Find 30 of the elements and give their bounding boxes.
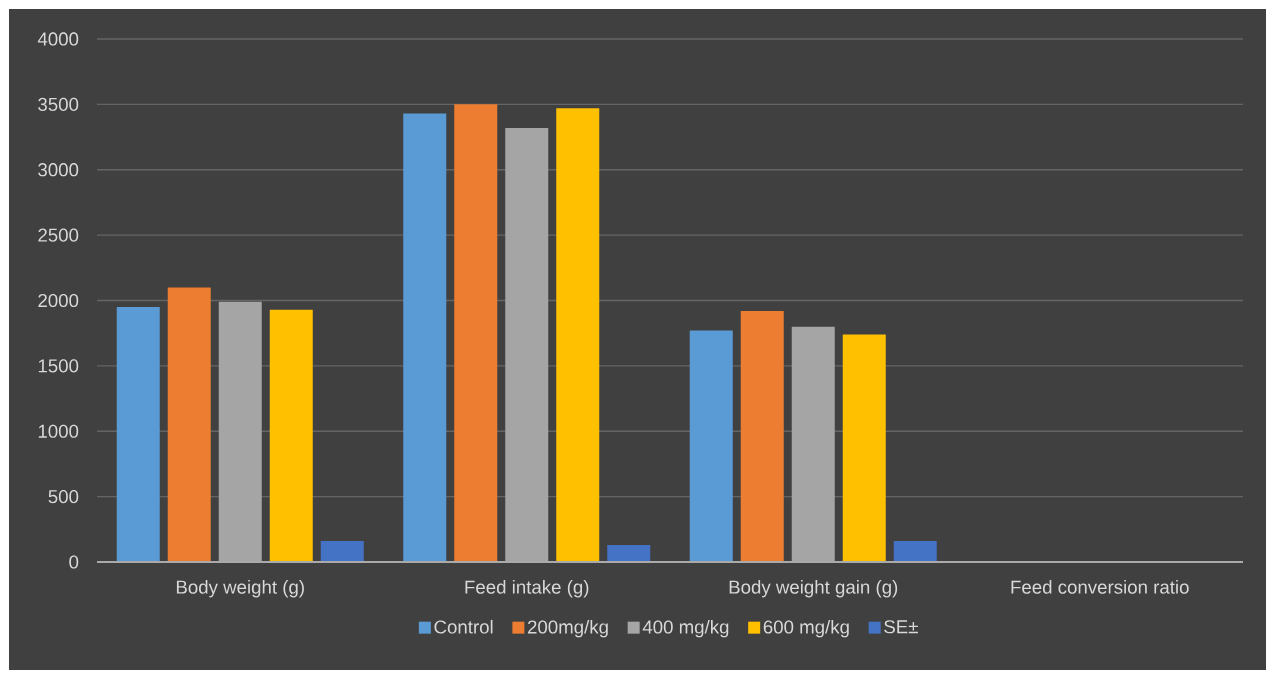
legend-label: Control — [434, 619, 493, 634]
y-tick-label: 2500 — [38, 228, 79, 242]
bar — [689, 330, 733, 562]
bar — [403, 113, 447, 562]
y-tick-label: 3000 — [38, 163, 79, 177]
bar — [269, 309, 313, 562]
x-tick-label: Feed intake (g) — [465, 580, 589, 598]
bar — [842, 334, 886, 562]
legend-label: SE± — [884, 620, 918, 634]
y-tick-label: 2000 — [38, 293, 79, 308]
y-tick-label: 500 — [48, 490, 79, 504]
bar — [320, 541, 364, 562]
legend-label: 200mg/kg — [527, 619, 608, 638]
y-tick-label: 1500 — [38, 359, 79, 373]
legend-label: 600 mg/kg — [763, 619, 849, 638]
bar — [116, 307, 160, 562]
y-tick-label: 0 — [69, 555, 79, 569]
legend-label: 400 mg/kg — [642, 619, 729, 638]
bar — [893, 541, 937, 562]
bar — [607, 545, 651, 562]
x-tick-label: Body weight gain (g) — [729, 580, 898, 598]
bar — [740, 310, 784, 562]
x-tick-label: Body weight (g) — [176, 580, 304, 598]
bar — [454, 104, 498, 562]
y-tick-label: 4000 — [37, 32, 79, 46]
bar — [556, 108, 600, 562]
x-tick-label: Feed conversion ratio — [1011, 580, 1189, 594]
y-tick-label: 3500 — [38, 97, 79, 111]
bar — [167, 287, 211, 562]
y-tick-label: 1000 — [38, 424, 79, 438]
